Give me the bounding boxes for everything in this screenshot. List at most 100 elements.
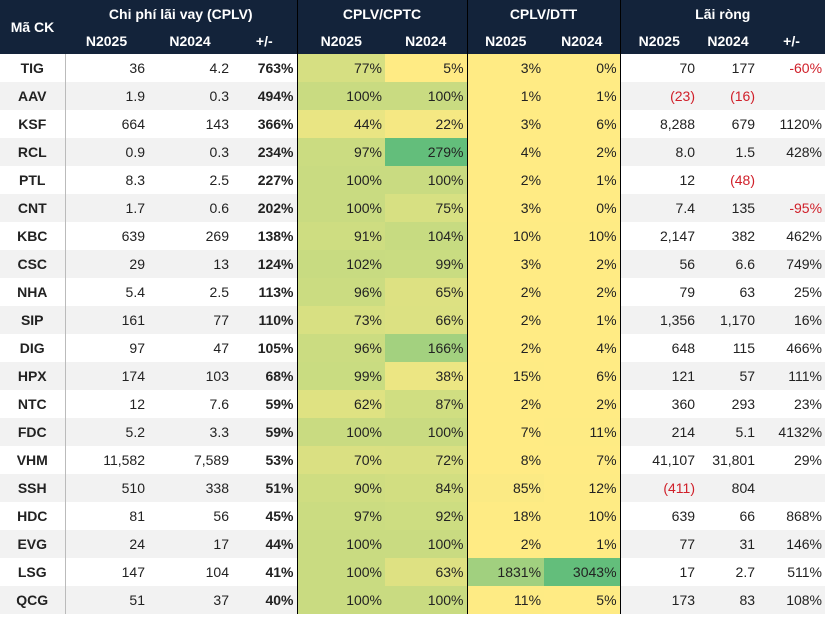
net-profit-change-cell: 511% xyxy=(787,564,823,580)
table-row: NHA 5.4 2.5 113% 96% 65% 2% 2% 79 63 25% xyxy=(0,278,825,306)
cplv-change-cell: 366% xyxy=(257,116,294,132)
header-ticker: Mã CK xyxy=(0,0,65,54)
net-profit-2025-cell: 56 xyxy=(619,250,699,278)
net-profit-change-cell xyxy=(758,474,825,502)
net-profit-change-cell: 749% xyxy=(758,250,825,278)
net-profit-change-cell: 146% xyxy=(758,530,825,558)
cplv-2025-cell: 8.3 xyxy=(125,172,145,188)
cplv-2024-cell: 77 xyxy=(148,306,232,334)
cplv-cptc-2024-cell: 87% xyxy=(385,390,468,418)
net-profit-2024-cell: 31,801 xyxy=(712,452,756,468)
subheader-4: N2024 xyxy=(385,27,468,54)
cplv-2025-cell: 5.4 xyxy=(125,284,145,300)
cplv-2024-cell: 269 xyxy=(205,228,229,244)
table-row: CNT 1.7 0.6 202% 100% 75% 3% 0% 7.4 135 -95% xyxy=(0,194,825,222)
net-profit-change-cell: 462% xyxy=(786,228,823,244)
ticker-cell: QCG xyxy=(0,586,66,614)
cplv-cptc-2024-cell: 65% xyxy=(385,278,468,306)
net-profit-2025-cell: 79 xyxy=(619,278,699,306)
cplv-dtt-2025-cell: 11% xyxy=(466,586,545,614)
net-profit-2025-cell: 1,356 xyxy=(619,306,699,334)
ticker-cell: NHA xyxy=(0,278,66,306)
table-row: VHM 11,582 7,589 53% 70% 72% 8% 7% 41,107 31,801 2… xyxy=(0,446,825,474)
net-profit-2024-cell: 63 xyxy=(739,284,756,300)
table-row: RCL 0.9 0.3 234% 97% 279% 4% 2% 8.0 1.5 428% xyxy=(0,138,825,166)
cplv-2024-cell: 2.5 xyxy=(209,284,229,300)
cplv-change-cell: 227% xyxy=(257,172,294,188)
cplv-2025-cell: 24 xyxy=(65,530,148,558)
cplv-cptc-2025-cell: 70% xyxy=(296,446,386,474)
cplv-2025-cell: 97 xyxy=(129,340,145,356)
subheader-5: N2025 xyxy=(466,27,545,54)
cplv-2025-cell: 81 xyxy=(129,508,145,524)
cplv-2024-cell: 0.3 xyxy=(148,138,232,166)
cplv-2025-cell: 29 xyxy=(65,250,148,278)
ticker-cell: KBC xyxy=(0,222,66,250)
net-profit-2025-cell: 648 xyxy=(619,334,699,362)
cplv-dtt-2025-cell: 3% xyxy=(466,54,545,82)
cplv-dtt-2025-cell: 2% xyxy=(466,530,545,558)
subheader-6: N2024 xyxy=(544,27,621,54)
cplv-dtt-2024-cell: 1% xyxy=(544,530,621,558)
cplv-dtt-2025-cell: 2% xyxy=(466,166,545,194)
cplv-2024-cell: 7.6 xyxy=(209,396,229,412)
cplv-cptc-2025-cell: 99% xyxy=(296,362,386,390)
cplv-dtt-2024-cell: 1% xyxy=(544,166,621,194)
net-profit-2024-cell: 177 xyxy=(731,60,756,76)
ticker-cell: DIG xyxy=(0,334,66,362)
table-row: AAV 1.9 0.3 494% 100% 100% 1% 1% (23) (16) xyxy=(0,82,825,110)
cplv-cptc-2024-cell: 279% xyxy=(385,138,468,166)
cplv-cptc-2024-cell: 5% xyxy=(385,54,468,82)
net-profit-2024-cell: 5.1 xyxy=(698,418,759,446)
cplv-2025-cell: 174 xyxy=(65,362,148,390)
cplv-cptc-2024-cell: 100% xyxy=(385,82,468,110)
cplv-cptc-2025-cell: 100% xyxy=(296,586,386,614)
table-row: QCG 51 37 40% 100% 100% 11% 5% 173 83 108% xyxy=(0,586,825,614)
cplv-dtt-2025-cell: 18% xyxy=(466,502,545,530)
cplv-cptc-2025-cell: 97% xyxy=(296,138,386,166)
cplv-2024-cell: 103 xyxy=(148,362,232,390)
cplv-dtt-2025-cell: 3% xyxy=(466,250,545,278)
cplv-2025-cell: 36 xyxy=(129,60,145,76)
ticker-cell: HDC xyxy=(0,502,66,530)
cplv-2025-cell: 0.9 xyxy=(65,138,148,166)
net-profit-change-cell: 4132% xyxy=(758,418,825,446)
cplv-change-cell: 124% xyxy=(232,250,298,278)
cplv-dtt-2024-cell: 2% xyxy=(544,390,621,418)
cplv-dtt-2024-cell: 5% xyxy=(544,586,621,614)
table-row: KSF 664 143 366% 44% 22% 3% 6% 8,288 679 1120% xyxy=(0,110,825,138)
ticker-cell: EVG xyxy=(0,530,66,558)
cplv-cptc-2025-cell: 73% xyxy=(296,306,386,334)
cplv-cptc-2024-cell: 92% xyxy=(385,502,468,530)
cplv-2025-cell: 664 xyxy=(121,116,145,132)
cplv-2025-cell: 639 xyxy=(121,228,145,244)
ticker-cell: SSH xyxy=(0,474,66,502)
cplv-2024-cell: 143 xyxy=(205,116,229,132)
ticker-cell: PTL xyxy=(0,166,66,194)
net-profit-change-cell: -60% xyxy=(789,60,823,76)
cplv-change-cell: 68% xyxy=(232,362,298,390)
ticker-cell: SIP xyxy=(0,306,66,334)
cplv-dtt-2025-cell: 3% xyxy=(466,194,545,222)
cplv-dtt-2024-cell: 7% xyxy=(544,446,621,474)
cplv-cptc-2024-cell: 104% xyxy=(385,222,468,250)
cplv-dtt-2025-cell: 1831% xyxy=(466,558,545,586)
net-profit-2024-cell: 66 xyxy=(739,508,756,524)
cplv-dtt-2025-cell: 1% xyxy=(466,82,545,110)
cplv-dtt-2024-cell: 6% xyxy=(544,110,621,138)
cplv-dtt-2025-cell: 2% xyxy=(466,390,545,418)
ticker-cell: RCL xyxy=(0,138,66,166)
cplv-cptc-2024-cell: 22% xyxy=(385,110,468,138)
net-profit-2025-cell: (23) xyxy=(619,82,699,110)
cplv-dtt-2024-cell: 2% xyxy=(544,250,621,278)
cplv-change-cell: 41% xyxy=(265,564,294,580)
cplv-dtt-2024-cell: 10% xyxy=(544,222,621,250)
cplv-2024-cell: 56 xyxy=(213,508,229,524)
net-profit-2025-cell: (411) xyxy=(619,474,699,502)
table-row: DIG 97 47 105% 96% 166% 2% 4% 648 115 466% xyxy=(0,334,825,362)
cplv-dtt-2025-cell: 2% xyxy=(466,306,545,334)
net-profit-2025-cell: 360 xyxy=(619,390,699,418)
cplv-2025-cell: 161 xyxy=(65,306,148,334)
table-row: FDC 5.2 3.3 59% 100% 100% 7% 11% 214 5.1 4132% xyxy=(0,418,825,446)
